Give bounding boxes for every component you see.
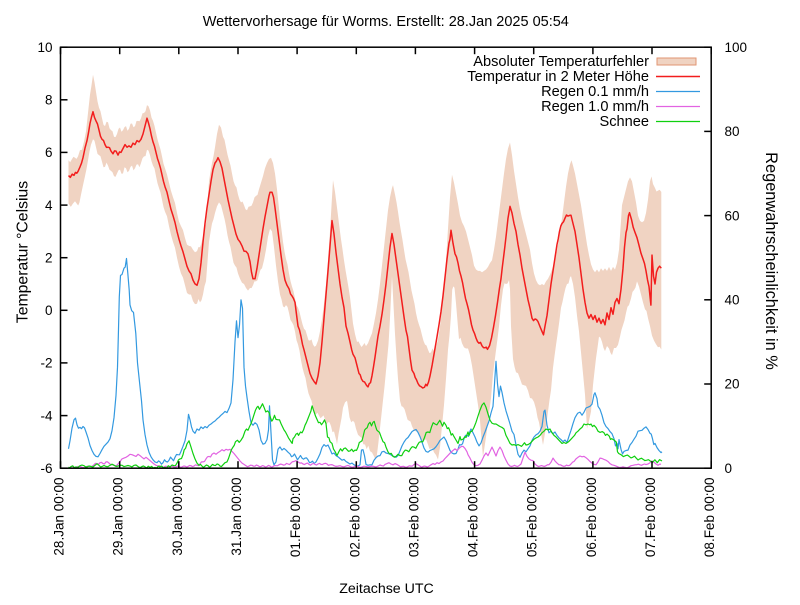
svg-text:04.Feb 00:00: 04.Feb 00:00: [466, 478, 481, 558]
svg-text:80: 80: [725, 124, 740, 139]
svg-text:2: 2: [45, 250, 53, 265]
svg-text:28.Jan 00:00: 28.Jan 00:00: [52, 478, 67, 556]
svg-text:60: 60: [725, 208, 740, 223]
svg-text:-2: -2: [40, 356, 52, 371]
svg-text:0: 0: [45, 303, 53, 318]
svg-text:31.Jan 00:00: 31.Jan 00:00: [229, 478, 244, 556]
svg-text:40: 40: [725, 293, 740, 308]
svg-text:Regen 0.1 mm/h: Regen 0.1 mm/h: [541, 84, 649, 100]
svg-text:Temperatur in 2 Meter Höhe: Temperatur in 2 Meter Höhe: [467, 69, 649, 85]
svg-text:Wettervorhersage für Worms. Er: Wettervorhersage für Worms. Erstellt: 28…: [203, 14, 569, 30]
svg-text:07.Feb 00:00: 07.Feb 00:00: [643, 478, 658, 558]
svg-text:10: 10: [37, 40, 52, 55]
svg-text:Zeitachse UTC: Zeitachse UTC: [339, 581, 434, 597]
svg-text:8: 8: [45, 93, 53, 108]
svg-text:Schnee: Schnee: [600, 114, 650, 130]
svg-text:6: 6: [45, 145, 53, 160]
svg-text:-6: -6: [40, 461, 52, 476]
svg-text:0: 0: [725, 461, 733, 476]
svg-text:03.Feb 00:00: 03.Feb 00:00: [406, 478, 421, 558]
svg-text:05.Feb 00:00: 05.Feb 00:00: [525, 478, 540, 558]
svg-text:08.Feb 00:00: 08.Feb 00:00: [702, 478, 717, 558]
svg-text:30.Jan 00:00: 30.Jan 00:00: [170, 478, 185, 556]
svg-text:29.Jan 00:00: 29.Jan 00:00: [111, 478, 126, 556]
svg-text:100: 100: [725, 40, 748, 55]
svg-text:Absoluter Temperaturfehler: Absoluter Temperaturfehler: [473, 54, 649, 70]
svg-text:01.Feb 00:00: 01.Feb 00:00: [288, 478, 303, 558]
svg-text:02.Feb 00:00: 02.Feb 00:00: [347, 478, 362, 558]
svg-text:4: 4: [45, 198, 53, 213]
svg-text:-4: -4: [40, 408, 52, 423]
svg-text:20: 20: [725, 377, 740, 392]
svg-text:Temperatur °Celsius: Temperatur °Celsius: [15, 181, 32, 323]
svg-text:Regen 1.0 mm/h: Regen 1.0 mm/h: [541, 99, 649, 115]
svg-text:06.Feb 00:00: 06.Feb 00:00: [584, 478, 599, 558]
svg-text:Regenwahrscheinlichkeit in %: Regenwahrscheinlichkeit in %: [762, 152, 780, 370]
